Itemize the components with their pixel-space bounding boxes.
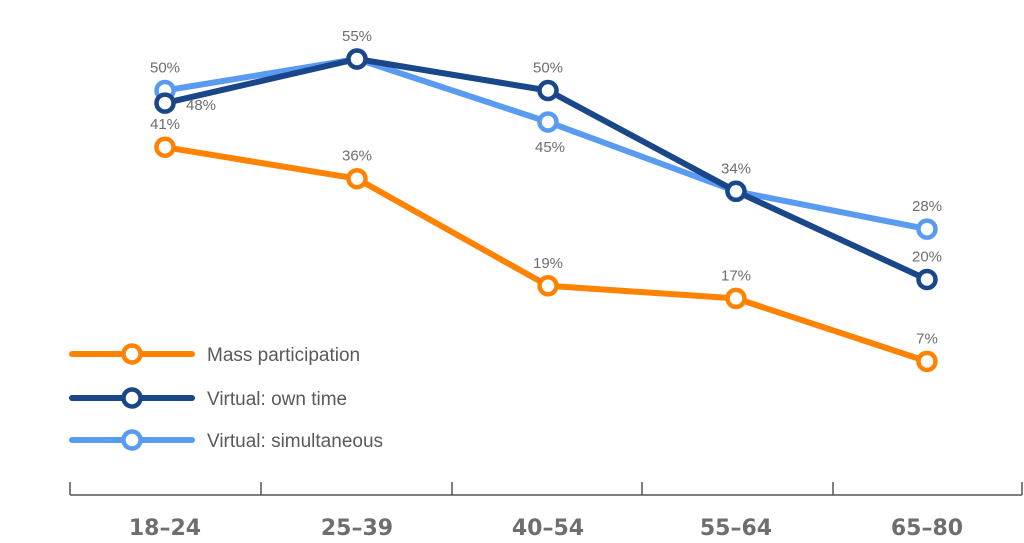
x-tick-label: 40–54	[512, 516, 584, 541]
data-point	[154, 92, 176, 114]
x-tick-label: 25–39	[321, 516, 393, 541]
series-layer	[154, 48, 938, 373]
legend: Mass participation Virtual: own time Virtu…	[69, 343, 383, 452]
x-axis: 18–24 25–39 40–54 55–64 65–80	[69, 482, 1023, 541]
data-label: 48%	[186, 97, 216, 114]
data-label: 41%	[150, 116, 180, 133]
data-label: 19%	[533, 255, 563, 272]
data-point	[537, 79, 559, 102]
legend-swatch-marker	[121, 387, 143, 409]
x-tick-label: 65–80	[891, 516, 963, 541]
legend-swatch-marker	[121, 429, 143, 451]
data-point	[725, 180, 747, 203]
data-point	[346, 167, 368, 190]
data-point	[916, 268, 938, 291]
data-label: 50%	[150, 60, 180, 77]
legend-item: Mass participation	[69, 343, 360, 366]
data-label: 17%	[721, 267, 751, 284]
data-point	[916, 218, 938, 240]
data-point	[537, 111, 559, 133]
data-point	[725, 287, 747, 310]
legend-label: Virtual: simultaneous	[207, 431, 383, 452]
data-label: 20%	[912, 249, 942, 266]
data-label: 55%	[342, 28, 372, 45]
data-label: 34%	[721, 160, 751, 177]
data-point	[916, 350, 938, 373]
legend-swatch-marker	[121, 343, 143, 365]
data-point	[154, 136, 176, 158]
series-virtual-own-time	[154, 48, 938, 291]
data-label: 50%	[533, 60, 563, 77]
x-tick-label: 18–24	[129, 516, 201, 541]
x-tick-label: 55–64	[700, 516, 772, 541]
legend-item: Virtual: simultaneous	[69, 429, 383, 452]
data-labels: 41% 36% 19% 17% 7% 48% 55% 50% 34% 20% 50% 45% 28%	[150, 28, 942, 347]
data-label: 45%	[535, 139, 565, 156]
data-point	[346, 48, 368, 70]
data-point	[537, 275, 559, 297]
legend-item: Virtual: own time	[69, 387, 347, 410]
data-label: 36%	[342, 148, 372, 165]
legend-label: Mass participation	[207, 345, 360, 366]
legend-label: Virtual: own time	[207, 389, 347, 410]
data-label: 7%	[916, 330, 938, 347]
data-label: 28%	[912, 198, 942, 215]
series-mass-participation	[154, 136, 938, 373]
